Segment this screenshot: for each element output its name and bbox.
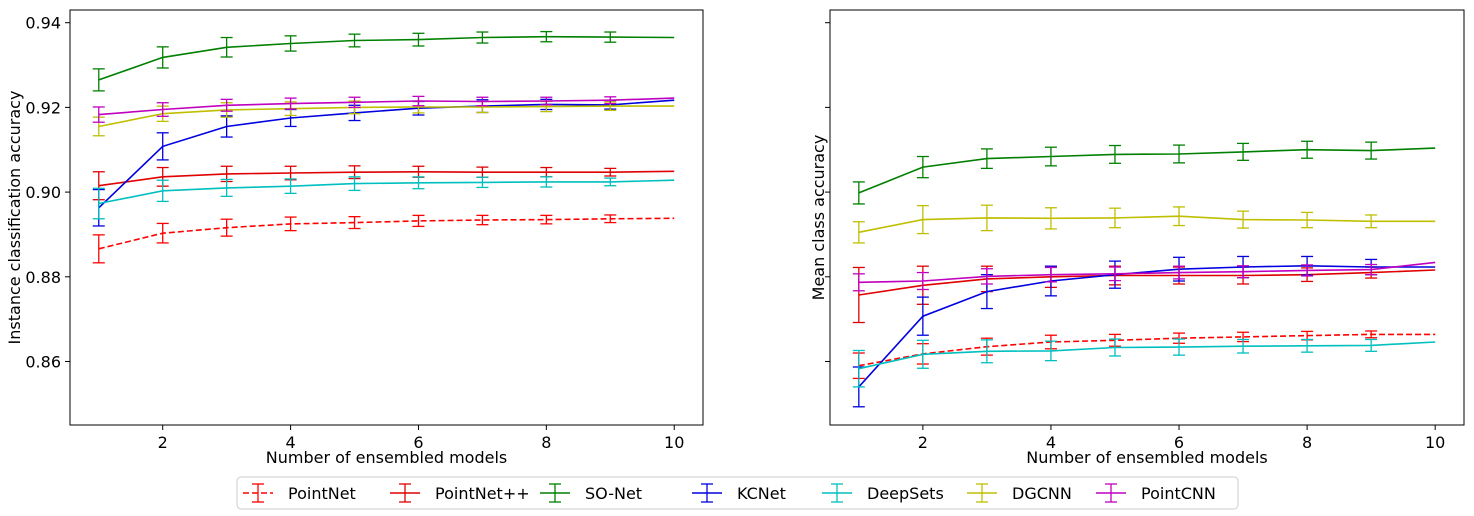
series-pointcnn [92, 95, 675, 123]
chart-panel-2: 2 4 6 8 10 Number of ensembled models Mean cla… [809, 9, 1465, 467]
legend-label: SO-Net [585, 484, 642, 503]
series-line [98, 217, 675, 250]
y-axis-label: Mean class accuracy [809, 135, 828, 301]
series-deepsets [852, 338, 1436, 388]
series-dgcnn [852, 204, 1436, 244]
legend-entry-pointcnn: PointCNN [1096, 483, 1216, 503]
plot-area [92, 30, 675, 264]
series-deepsets [92, 176, 675, 220]
x-axis-label: Number of ensembled models [1026, 448, 1267, 467]
series-line [858, 269, 1436, 296]
y-axis-label: Instance classification accuracy [5, 91, 24, 345]
series-so-net [92, 30, 675, 92]
plot-area [852, 140, 1436, 408]
series-line [98, 170, 675, 187]
legend-entry-dgcnn: DGCNN [967, 483, 1072, 503]
series-line [858, 333, 1436, 367]
y-tick-label: 0.88 [25, 268, 61, 287]
x-tick-label: 4 [285, 433, 295, 452]
legend-label: DeepSets [867, 484, 944, 503]
series-kcnet [92, 98, 675, 227]
x-tick-label: 2 [158, 433, 168, 452]
legend-label: KCNet [737, 484, 786, 503]
series-pointnet [92, 214, 675, 264]
x-tick-label: 4 [1046, 433, 1056, 452]
series-line [98, 35, 675, 81]
legend: PointNet PointNet++ SO-Net KCNet DeepSets DGC… [236, 476, 1239, 510]
series-so-net [852, 140, 1436, 205]
x-tick-label: 8 [1302, 433, 1312, 452]
legend-label: PointCNN [1141, 484, 1216, 503]
x-tick-label: 2 [918, 433, 928, 452]
legend-frame [236, 476, 1239, 510]
series-line [858, 341, 1436, 370]
y-tick-label: 0.86 [25, 352, 61, 371]
axes-frame [829, 9, 1465, 426]
series-line [858, 215, 1436, 234]
legend-label: DGCNN [1012, 484, 1072, 503]
legend-label: PointNet++ [435, 484, 530, 503]
legend-entry-pointnet: PointNet [243, 483, 356, 503]
series-pointnet- [852, 265, 1436, 324]
series-pointnet [852, 330, 1436, 380]
legend-entry-pointnet-: PointNet++ [390, 483, 530, 503]
x-tick-label: 10 [1425, 433, 1445, 452]
legend-entry-so-net: SO-Net [540, 483, 642, 503]
legend-entry-deepsets: DeepSets [822, 483, 944, 503]
series-line [858, 264, 1436, 388]
y-tick-label: 0.92 [25, 98, 61, 117]
series-dgcnn [92, 100, 675, 137]
legend-entry-kcnet: KCNet [692, 483, 786, 503]
x-tick-label: 8 [541, 433, 551, 452]
x-axis-label: Number of ensembled models [266, 448, 507, 467]
x-tick-label: 6 [1174, 433, 1184, 452]
x-tick-label: 6 [413, 433, 423, 452]
x-tick-label: 10 [664, 433, 684, 452]
series-line [98, 179, 675, 205]
y-tick-label: 0.94 [25, 14, 61, 33]
series-line [858, 147, 1436, 194]
series-line [98, 97, 675, 116]
series-line [858, 261, 1436, 284]
chart-panel-1: 2 4 6 8 10 0.86 0.88 0.90 0.92 0.94 Number of ense… [5, 9, 704, 467]
y-tick-label: 0.90 [25, 183, 61, 202]
series-line [98, 99, 675, 209]
axes-frame [69, 9, 704, 426]
series-pointcnn [852, 261, 1436, 292]
legend-label: PointNet [288, 484, 356, 503]
series-line [98, 105, 675, 128]
